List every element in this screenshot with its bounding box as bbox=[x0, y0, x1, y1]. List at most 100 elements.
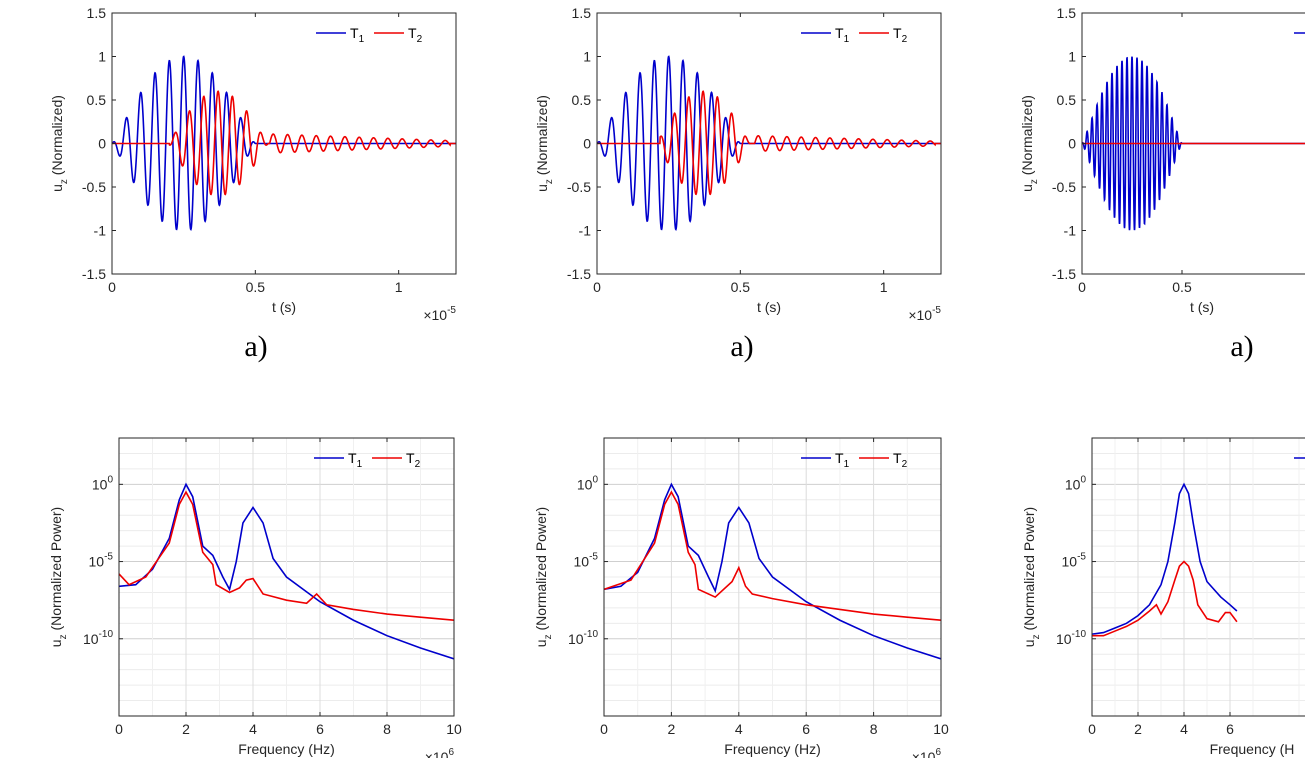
legend-label-2: T2 bbox=[408, 25, 423, 45]
legend-sub: 1 bbox=[844, 34, 850, 45]
panel-caption: a) bbox=[1230, 330, 1253, 363]
legend: T1 T2 bbox=[801, 25, 908, 45]
x-axis-label: Frequency (Hz) bbox=[238, 741, 334, 757]
panel-caption: a) bbox=[244, 330, 267, 363]
x-tick-label: 0 bbox=[600, 721, 608, 737]
series-line-2 bbox=[597, 90, 941, 196]
y-tick-label: -0.5 bbox=[567, 179, 591, 195]
grid bbox=[1091, 437, 1305, 717]
y-tick-label: 10-10 bbox=[1056, 629, 1086, 647]
y-tick-label: 100 bbox=[577, 474, 599, 492]
y-tick-label: -1 bbox=[1064, 223, 1077, 239]
x-tick-label: 10 bbox=[446, 721, 462, 737]
y-tick-label: 10-5 bbox=[1062, 552, 1087, 570]
legend-name: T bbox=[406, 450, 415, 466]
y-tick-base: 10 bbox=[92, 476, 108, 492]
x-tick-label: 1 bbox=[395, 279, 403, 295]
legend-sub: 2 bbox=[415, 459, 421, 470]
legend-label-1: T1 bbox=[350, 25, 365, 45]
y-tick-label: 1 bbox=[583, 49, 591, 65]
y-tick-base: 10 bbox=[568, 631, 584, 647]
y-label-sub: z bbox=[1029, 179, 1040, 184]
x-axis-label: t (s) bbox=[1190, 299, 1214, 315]
y-tick-label: 10-5 bbox=[89, 552, 114, 570]
y-tick-label: 1.5 bbox=[1057, 5, 1077, 21]
x-tick-label: 8 bbox=[870, 721, 878, 737]
legend-sub: 1 bbox=[357, 459, 363, 470]
y-label-main: u bbox=[48, 639, 64, 647]
y-tick-exponent: 0 bbox=[107, 474, 113, 485]
multiplier-base: ×10 bbox=[425, 749, 449, 758]
y-label-sub: z bbox=[544, 179, 555, 184]
x-axis-label: Frequency (H bbox=[1210, 741, 1295, 757]
multiplier-exponent: -5 bbox=[932, 305, 941, 316]
x-tick-label: 0 bbox=[1078, 279, 1086, 295]
legend-name: T bbox=[835, 450, 844, 466]
x-tick-label: 0 bbox=[593, 279, 601, 295]
x-axis-multiplier: ×10-5 bbox=[423, 305, 456, 323]
y-tick-label: -1 bbox=[579, 223, 592, 239]
y-tick-base: 10 bbox=[574, 554, 590, 570]
y-label-main: u bbox=[1019, 184, 1035, 192]
y-label-rest: (Normalized) bbox=[1019, 95, 1035, 179]
legend-sub: 1 bbox=[359, 34, 365, 45]
y-label-main: u bbox=[533, 639, 549, 647]
x-tick-label: 6 bbox=[802, 721, 810, 737]
y-tick-label: 10-10 bbox=[83, 629, 113, 647]
y-tick-base: 10 bbox=[1056, 631, 1072, 647]
y-axis-label: uz (Normalized Power) bbox=[1021, 507, 1042, 647]
x-tick-label: 2 bbox=[182, 721, 190, 737]
y-tick-label: 0.5 bbox=[1057, 92, 1077, 108]
y-axis-label: uz (Normalized Power) bbox=[48, 507, 69, 647]
x-tick-label: 4 bbox=[249, 721, 257, 737]
multiplier-exponent: 6 bbox=[935, 747, 941, 758]
y-tick-exponent: -5 bbox=[589, 552, 598, 563]
y-tick-label: -1.5 bbox=[1052, 266, 1076, 282]
axes-box bbox=[118, 437, 455, 717]
y-tick-label: 100 bbox=[1065, 474, 1087, 492]
x-tick-label: 0.5 bbox=[1172, 279, 1192, 295]
multiplier-base: ×10 bbox=[423, 307, 447, 323]
y-tick-label: 0 bbox=[1068, 136, 1076, 152]
y-tick-exponent: -10 bbox=[584, 629, 599, 640]
y-tick-label: -0.5 bbox=[1052, 179, 1076, 195]
y-label-sub: z bbox=[1031, 634, 1042, 639]
x-tick-label: 10 bbox=[933, 721, 949, 737]
multiplier-exponent: 6 bbox=[448, 747, 454, 758]
legend-sub: 2 bbox=[902, 34, 908, 45]
chart-panel-time-2: 0 0.5 1 -1.5 -1 -0.5 0 0.5 1 1.5 t (s) ×10-5 uz (Nor… bbox=[534, 5, 942, 363]
y-label-rest: (Normalized Power) bbox=[48, 507, 64, 635]
series-group bbox=[1092, 482, 1238, 637]
legend-name: T bbox=[408, 25, 417, 41]
y-tick-label: 1.5 bbox=[572, 5, 592, 21]
x-tick-label: 1 bbox=[880, 279, 888, 295]
y-tick-exponent: -5 bbox=[1077, 552, 1086, 563]
series-line-1 bbox=[1092, 482, 1238, 635]
multiplier-base: ×10 bbox=[912, 749, 936, 758]
x-tick-label: 4 bbox=[735, 721, 743, 737]
y-tick-exponent: 0 bbox=[592, 474, 598, 485]
legend-label-2: T2 bbox=[893, 450, 908, 470]
x-tick-label: 0 bbox=[115, 721, 123, 737]
x-axis-label: t (s) bbox=[757, 299, 781, 315]
y-tick-label: 1 bbox=[98, 49, 106, 65]
y-axis-label: uz (Normalized Power) bbox=[533, 507, 554, 647]
x-axis-label: t (s) bbox=[272, 299, 296, 315]
axes-box bbox=[1091, 437, 1305, 717]
series-line-1 bbox=[604, 482, 941, 660]
chart-panel-time-1: 0 0.5 1 -1.5 -1 -0.5 0 0.5 1 1.5 t (s) ×10-5 uz (Nor… bbox=[49, 5, 457, 363]
legend-label-1: T1 bbox=[348, 450, 363, 470]
legend-label-1: T1 bbox=[835, 450, 850, 470]
legend-name: T bbox=[893, 450, 902, 466]
y-tick-base: 10 bbox=[1065, 476, 1081, 492]
y-tick-label: -1 bbox=[94, 223, 107, 239]
y-axis-label: uz (Normalized) bbox=[1019, 95, 1040, 192]
y-tick-base: 10 bbox=[83, 631, 99, 647]
series-line-2 bbox=[604, 490, 941, 622]
legend: T1 T2 bbox=[314, 450, 421, 470]
legend-label-2: T2 bbox=[893, 25, 908, 45]
legend-label-1: T1 bbox=[835, 25, 850, 45]
legend: T1 T2 bbox=[316, 25, 423, 45]
